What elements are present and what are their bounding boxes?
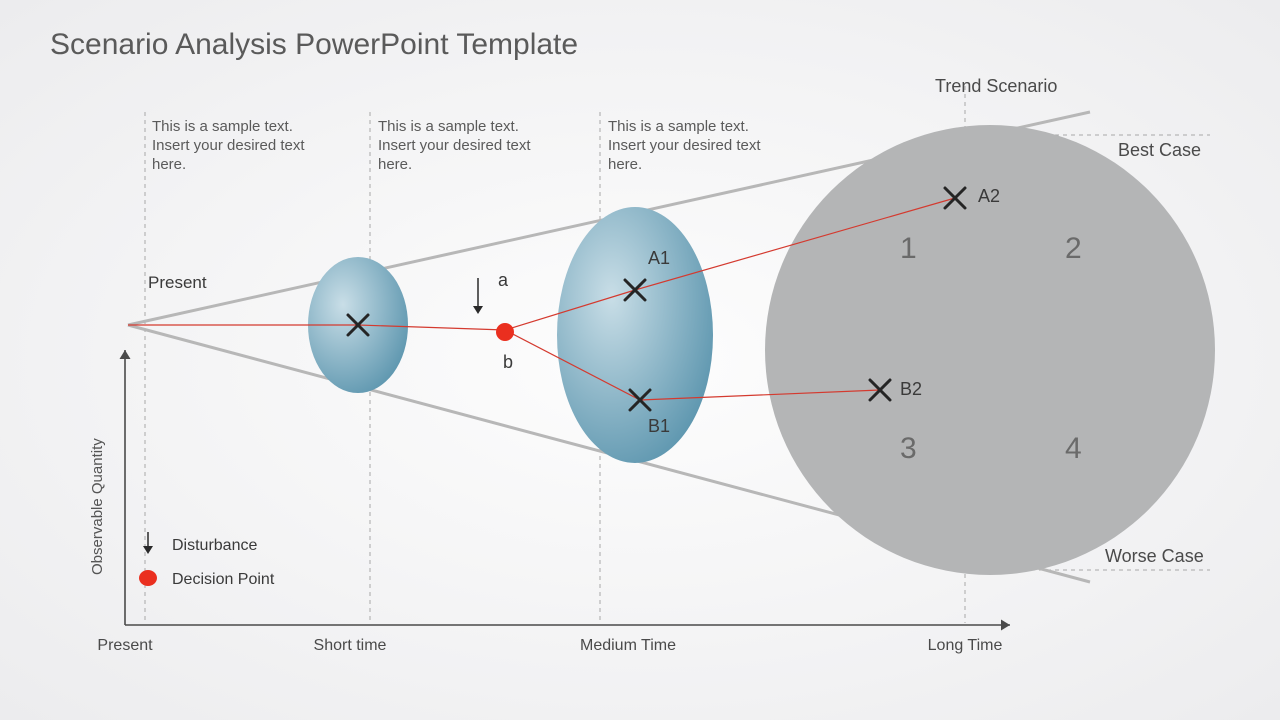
disturbance-arrowhead	[473, 306, 483, 314]
svg-text:Long Time: Long Time	[928, 637, 1003, 654]
svg-text:1: 1	[900, 232, 917, 265]
svg-text:Best Case: Best Case	[1118, 140, 1201, 160]
svg-text:2: 2	[1065, 232, 1082, 265]
scenario-ellipse-1	[557, 207, 713, 463]
x-axis-arrow	[1001, 620, 1010, 631]
svg-text:4: 4	[1065, 432, 1082, 465]
svg-text:Worse Case: Worse Case	[1105, 546, 1204, 566]
svg-text:Present: Present	[97, 637, 153, 654]
svg-text:B1: B1	[648, 416, 670, 436]
decision-point-icon	[496, 323, 514, 341]
svg-text:3: 3	[900, 432, 917, 465]
y-axis-label: Observable Quantity	[89, 438, 106, 575]
svg-text:Present: Present	[148, 273, 207, 292]
y-axis-arrow	[120, 350, 131, 359]
caption: This is a sample text. Insert your desir…	[608, 118, 788, 188]
svg-text:b: b	[503, 352, 513, 372]
svg-text:Decision Point: Decision Point	[172, 571, 275, 588]
caption: This is a sample text. Insert your desir…	[378, 118, 558, 188]
legend-dot-icon	[139, 570, 157, 586]
caption: This is a sample text. Insert your desir…	[152, 118, 332, 188]
svg-text:A1: A1	[648, 248, 670, 268]
svg-text:Disturbance: Disturbance	[172, 537, 257, 554]
svg-text:Medium Time: Medium Time	[580, 637, 676, 654]
svg-text:a: a	[498, 270, 509, 290]
diagram-canvas: A1 B1 A2 B2 a b Present 1 2 3 4 Trend Scenario Best …	[0, 0, 1280, 720]
svg-text:Trend Scenario: Trend Scenario	[935, 76, 1057, 96]
svg-text:A2: A2	[978, 186, 1000, 206]
svg-text:Short time: Short time	[314, 637, 387, 654]
svg-text:B2: B2	[900, 379, 922, 399]
